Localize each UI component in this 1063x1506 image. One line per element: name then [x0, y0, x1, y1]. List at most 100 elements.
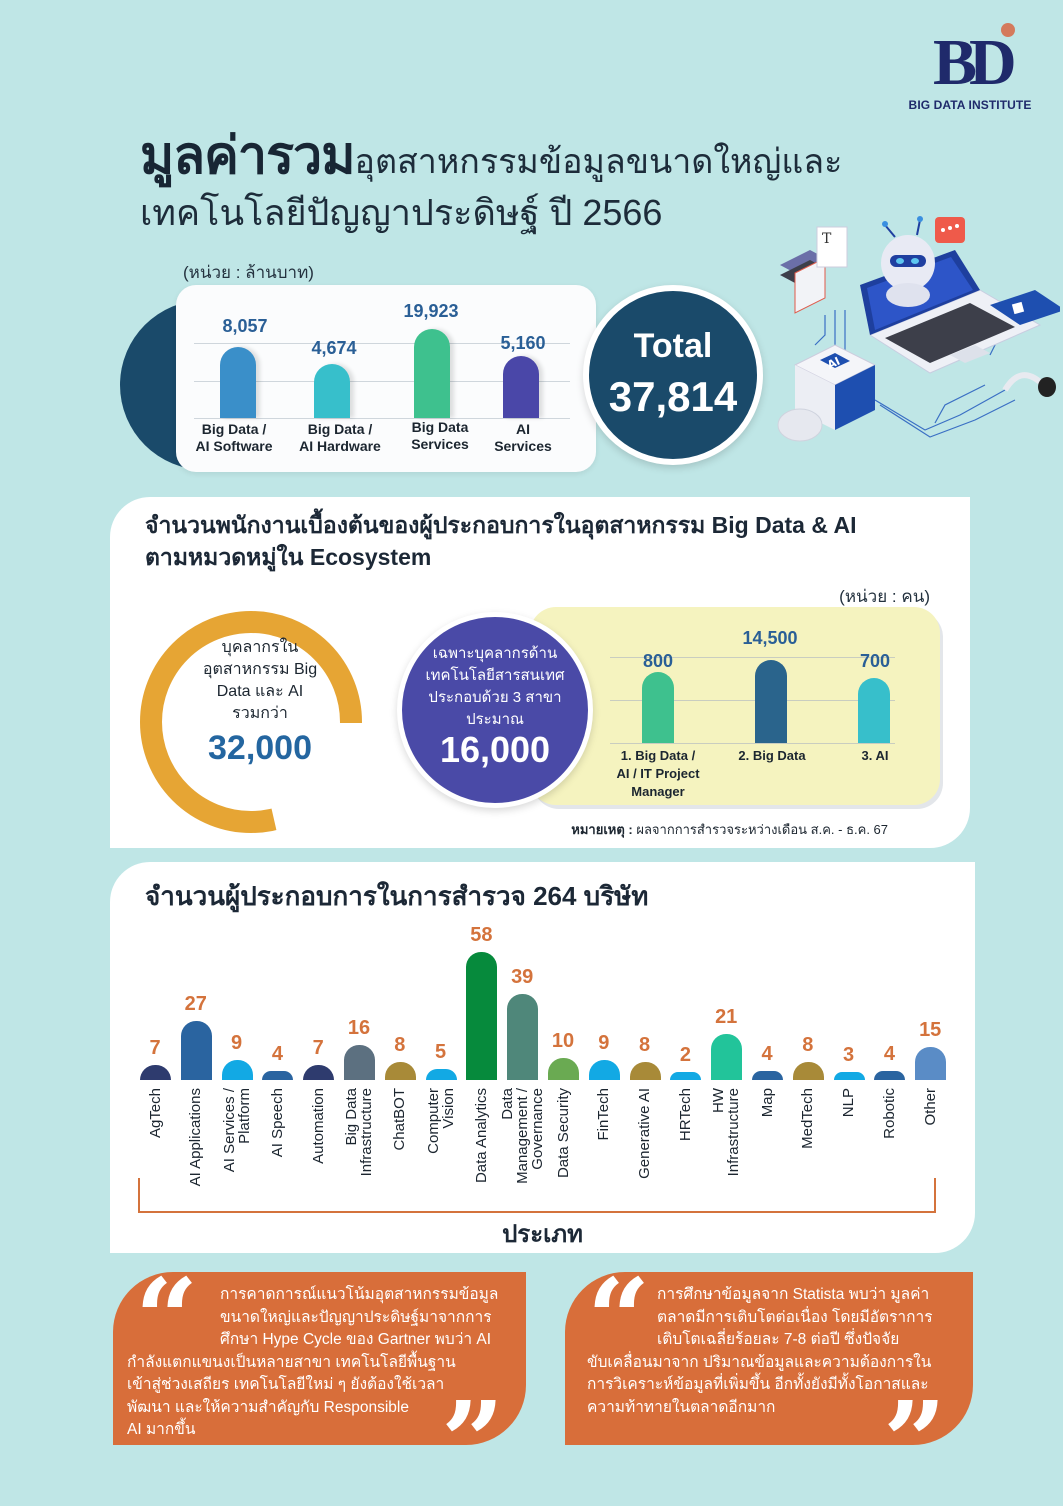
quote-text: การศึกษาข้อมูลจาก Statista พบว่า มูลค่า … [587, 1286, 933, 1416]
bar-data-security [548, 1058, 579, 1080]
footnote: หมายเหตุ : ผลจากการสำรวจระหว่างเดือน ส.ค… [571, 822, 888, 837]
bar-value: 8 [802, 1034, 814, 1057]
bar-map [752, 1071, 783, 1080]
bar-label: Big Data Services [411, 419, 469, 452]
bar-value: 7 [149, 1036, 161, 1059]
gridline [194, 418, 570, 419]
quote-box-statista: “ การศึกษาข้อมูลจาก Statista พบว่า มูลค่… [565, 1264, 973, 1497]
total-value-circle: Total 37,814 [583, 285, 763, 465]
svg-text:AI: AI [825, 355, 842, 372]
employee-section-card: จำนวนพนักงานเบื้องต้นของผู้ประกอบการในอุ… [110, 497, 970, 848]
bar-value: 800 [642, 651, 674, 671]
open-quote-icon: “ [135, 1254, 199, 1383]
bar-value: 2 [679, 1044, 691, 1066]
gridline [610, 700, 895, 701]
it-staff-circle: เฉพาะบุคลากรด้าน เทคโนโลยีสารสนเทศ ประกอ… [397, 612, 593, 808]
bar-value: 8,057 [222, 316, 268, 336]
bar-nlp [833, 1072, 865, 1080]
bar-medtech [792, 1062, 824, 1080]
bar-value: 58 [470, 924, 493, 947]
bar-data-analytics [466, 952, 498, 1080]
unit-label-persons: (หน่วย : คน) [839, 587, 930, 606]
ring-description: บุคลากรใน อุตสาหกรรม Big Data และ AI รวม… [202, 639, 318, 722]
bar-generative-ai [629, 1062, 661, 1080]
bar-label: Big Data / AI Software [195, 421, 273, 454]
bar-ai-speech [262, 1071, 294, 1080]
bar-value: 15 [919, 1019, 942, 1041]
bar-big-data-ai-hardware [314, 364, 350, 418]
bar-value: 700 [859, 651, 891, 671]
bar-big-data-infrastructure [344, 1044, 375, 1080]
logo-text: BIG DATA INSTITUTE [908, 98, 1032, 112]
bar-value: 4,674 [311, 338, 357, 358]
bar-robotic [874, 1071, 906, 1080]
bar-big-data [755, 660, 787, 743]
total-value: 37,814 [608, 373, 738, 420]
bar-value: 14,500 [742, 628, 798, 648]
bar-value: 4 [761, 1043, 773, 1066]
bar-value: 4 [271, 1043, 283, 1066]
ai-laptop-illustration: T AI [775, 215, 1063, 455]
bar-pm [642, 672, 674, 743]
bar-value: 9 [231, 1032, 243, 1055]
bar-other [915, 1047, 947, 1080]
big-data-institute-logo: BD BIG DATA INSTITUTE [900, 20, 1040, 115]
bar-ai-services [503, 356, 539, 418]
gridline [610, 657, 895, 658]
it-staff-bar-panel: 800 1. Big Data / AI / IT Project Manager … [530, 607, 940, 805]
page-title: มูลค่ารวมอุตสาหกรรมข้อมูลขนาดใหญ่และ [140, 128, 842, 197]
bar-agtech [140, 1064, 171, 1080]
bar-value: 5,160 [500, 333, 546, 353]
bar-label: 3. AI [861, 748, 889, 763]
bar-label: 1. Big Data / AI / IT Project Manager [616, 748, 700, 799]
bar-value: 39 [511, 966, 534, 989]
x-axis-title: ประเภท [502, 1221, 583, 1248]
gridline [194, 381, 570, 382]
svg-text:T: T [822, 231, 832, 247]
gridline [194, 343, 570, 344]
ring-value: 32,000 [208, 729, 312, 767]
logo-dot [1001, 23, 1015, 37]
bar-value: 16 [347, 1016, 371, 1039]
section-title: จำนวนผู้ประกอบการในการสำรวจ 264 บริษัท [145, 881, 649, 911]
close-quote-icon: ” [883, 1377, 947, 1506]
bar-value: 10 [551, 1030, 575, 1052]
bar-value: 27 [184, 992, 207, 1015]
close-quote-icon: ” [441, 1377, 505, 1506]
bar-ai-applications [180, 1020, 212, 1080]
circle-description: เฉพาะบุคลากรด้าน เทคโนโลยีสารสนเทศ ประกอ… [425, 645, 565, 728]
gridline [610, 743, 895, 744]
bar-big-data-ai-software [220, 347, 256, 418]
title-rest: อุตสาหกรรมข้อมูลขนาดใหญ่และ [354, 143, 843, 181]
bar-ai-services-platform [221, 1060, 253, 1080]
bar-value: 9 [598, 1032, 610, 1055]
bar-value: 21 [715, 1005, 738, 1028]
bar-value: 8 [394, 1034, 406, 1057]
quote-text: การคาดการณ์แนวโน้มอุตสาหกรรมข้อมูล ขนาดใ… [127, 1286, 499, 1438]
section-title: จำนวนพนักงานเบื้องต้นของผู้ประกอบการในอุ… [145, 512, 857, 570]
bar-chatbot [384, 1062, 416, 1080]
bar-computer-vision [425, 1069, 457, 1080]
bar-label: Big Data / AI Hardware [299, 421, 381, 454]
bar-label: 2. Big Data [738, 748, 806, 763]
logo-mark: BD [933, 26, 1017, 99]
ring-gap-mask [252, 723, 366, 837]
category-bracket [138, 1178, 936, 1213]
bar-data-management-governance [507, 994, 539, 1080]
bar-big-data-services [414, 329, 450, 418]
bar-value: 5 [435, 1041, 447, 1063]
title-line2: เทคโนโลยีปัญญาประดิษฐ์ ปี 2566 [140, 192, 663, 233]
bar-value: 8 [639, 1034, 651, 1057]
total-label: Total [633, 327, 713, 365]
bar-hrtech [670, 1072, 702, 1080]
companies-section-card: จำนวนผู้ประกอบการในการสำรวจ 264 บริษัท 7… [110, 862, 975, 1253]
bar-label: AI Services [494, 421, 552, 454]
bar-ai [858, 678, 890, 743]
open-quote-icon: “ [587, 1254, 651, 1383]
bar-value: 7 [312, 1036, 324, 1059]
bar-fintech [588, 1060, 620, 1080]
title-bold: มูลค่ารวม [140, 127, 356, 185]
bar-hw-infrastructure [711, 1033, 743, 1080]
bar-automation [303, 1064, 335, 1080]
bar-value: 4 [883, 1043, 895, 1066]
